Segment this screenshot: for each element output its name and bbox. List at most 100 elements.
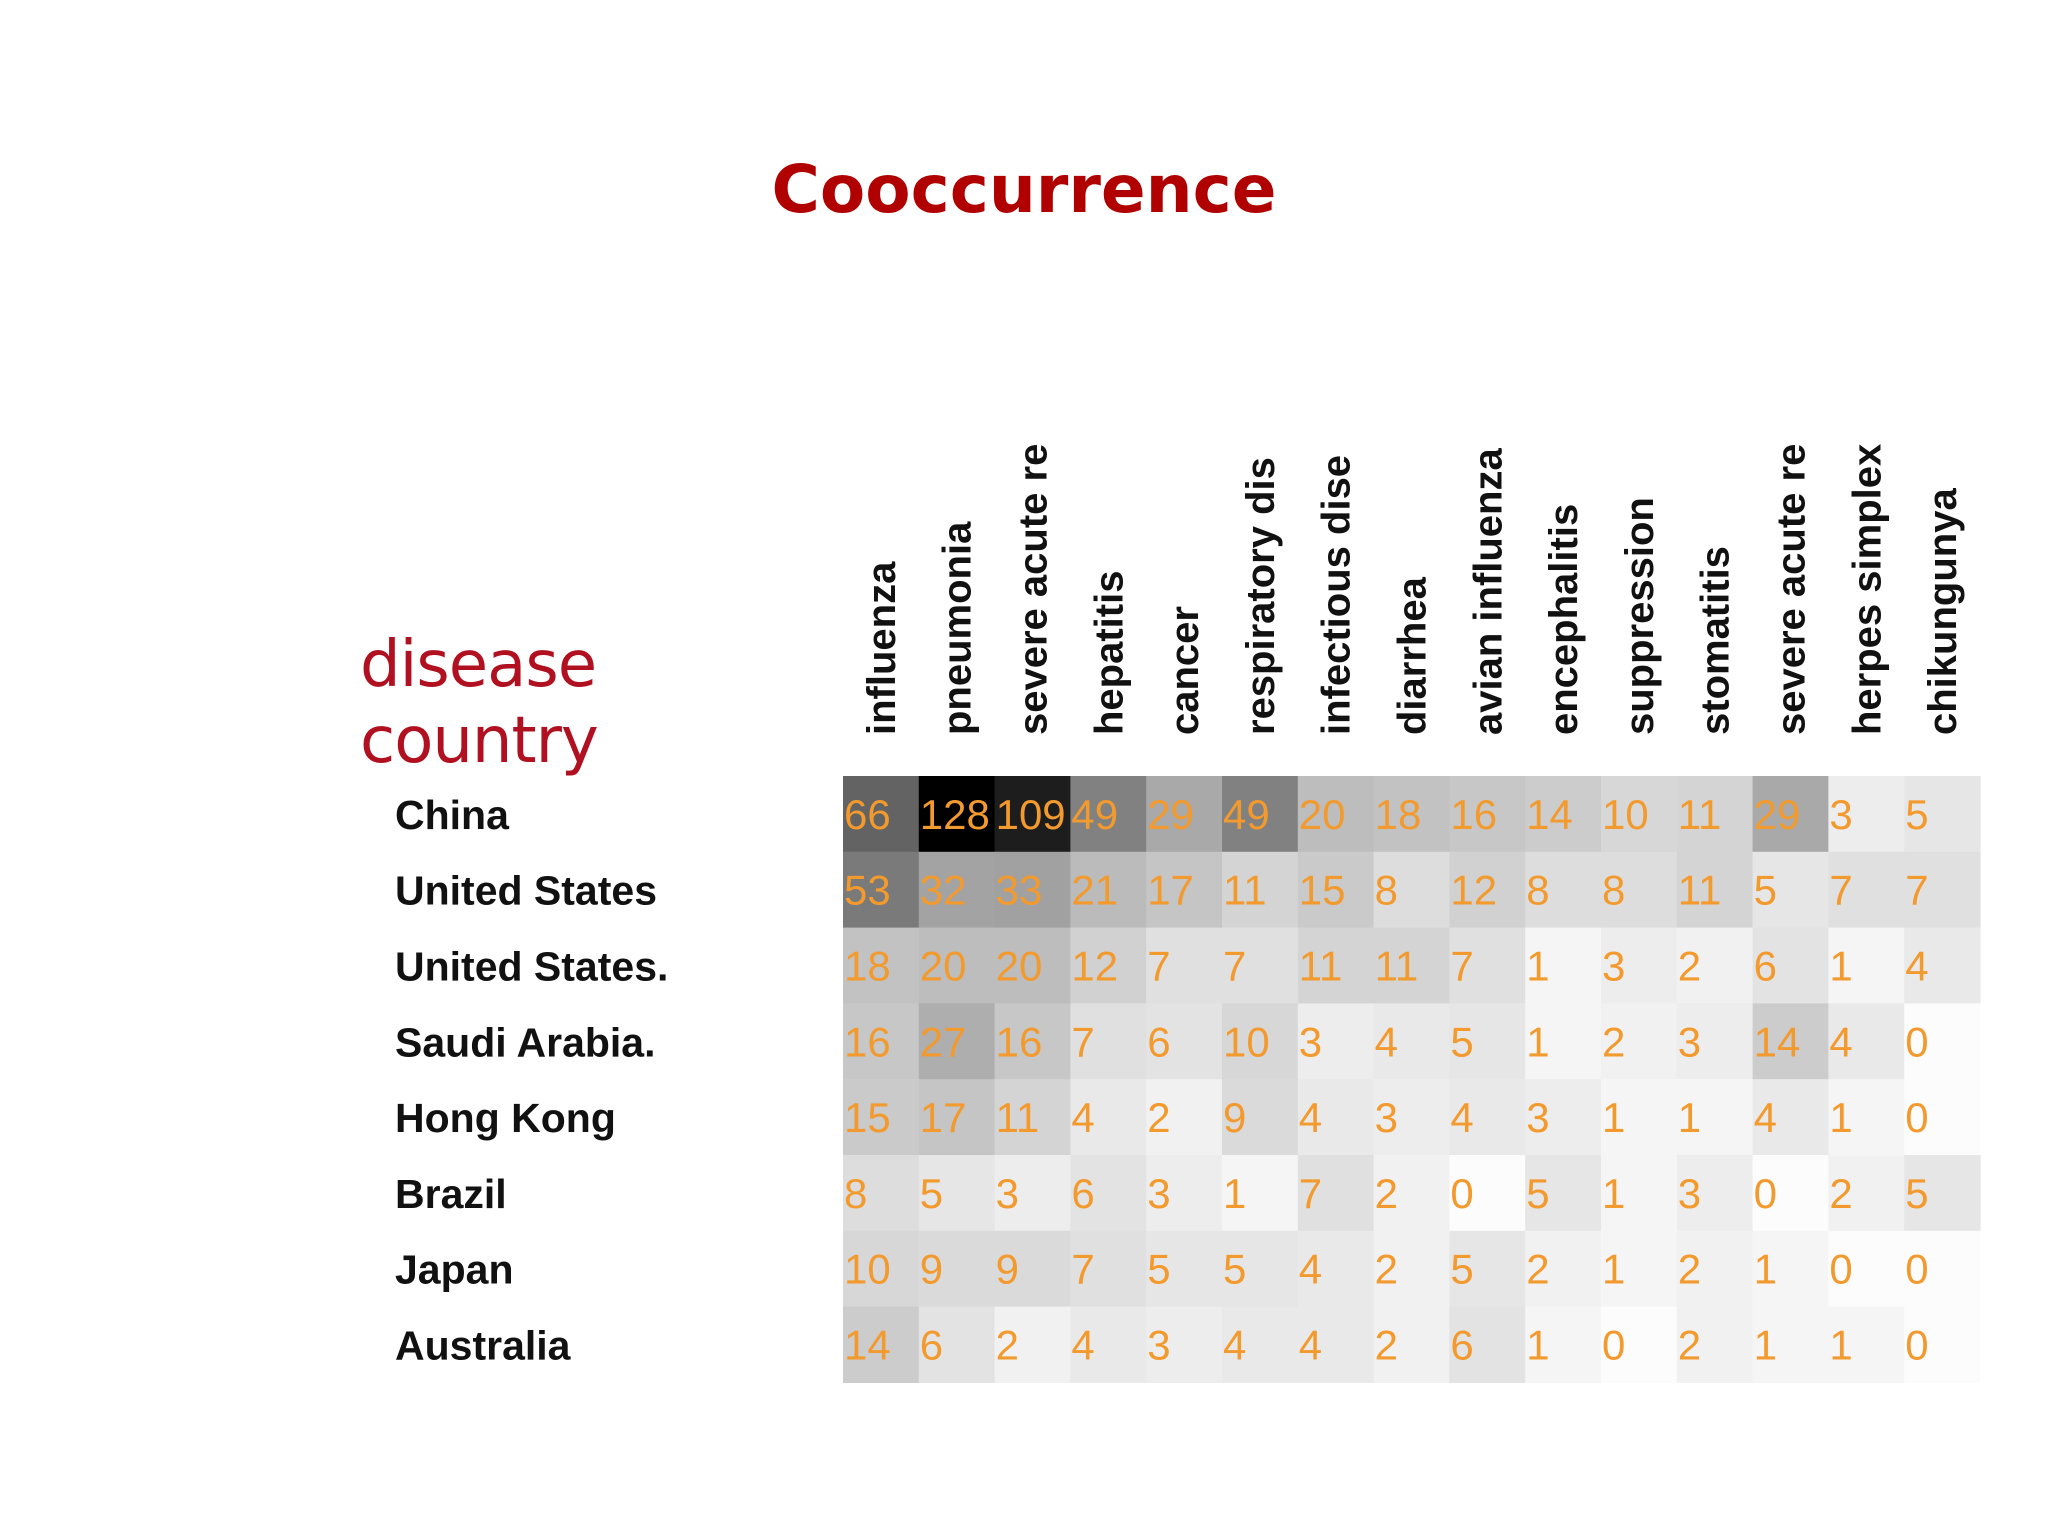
heatmap-cell [1070,1230,1147,1308]
heatmap-cell [1373,851,1450,929]
cell-value: 1 [1754,1246,1777,1293]
heatmap-cell [1601,927,1678,1004]
heatmap-cell [1373,1155,1450,1232]
heatmap-cell [1752,1230,1829,1308]
heatmap-cell [1904,776,1981,853]
cell-value: 8 [1602,867,1625,914]
heatmap-cell [1373,1230,1450,1308]
cell-value: 3 [1526,1094,1549,1141]
cell-value: 1 [1526,943,1549,990]
cell-value: 15 [844,1094,891,1141]
cell-value: 29 [1754,791,1801,838]
heatmap-cell [1449,776,1526,853]
cell-value: 17 [920,1094,967,1141]
heatmap-cell [1222,1155,1299,1232]
cell-value: 7 [1147,943,1170,990]
cell-value: 4 [1071,1094,1094,1141]
cell-value: 5 [1905,791,1928,838]
cell-value: 11 [1678,867,1722,914]
heatmap-cell [1222,1306,1299,1383]
heatmap-cell [1070,1155,1147,1232]
cell-value: 11 [1678,791,1722,838]
cell-value: 3 [996,1170,1019,1217]
cell-value: 1 [1829,1322,1852,1369]
cell-value: 9 [920,1246,943,1293]
heatmap-cell [1752,1306,1829,1383]
heatmap-cell [1752,1155,1829,1232]
cell-value: 6 [920,1322,943,1369]
row-label: Saudi Arabia. [395,1019,656,1065]
cell-value: 1 [1223,1170,1246,1217]
cell-value: 7 [1071,1246,1094,1293]
cell-value: 1 [1829,943,1852,990]
heatmap-cell [1828,1230,1905,1308]
cell-value: 0 [1754,1170,1777,1217]
cell-value: 8 [844,1170,867,1217]
heatmap-cell [918,1306,996,1383]
heatmap-cell [843,851,920,929]
cell-value: 33 [996,867,1043,914]
column-label: cancer [1163,606,1207,735]
heatmap-cell [1297,851,1375,929]
cell-value: 3 [1678,1018,1701,1065]
heatmap-cell [1222,1003,1299,1080]
cell-value: 8 [1526,867,1549,914]
heatmap-cell [843,1230,920,1308]
heatmap-cell [918,776,996,853]
row-label: Japan [395,1247,514,1293]
heatmap-values: 66 128 109 49 29 49 20 18 16 14 10 11 29 3 553 32 33 21 17… [844,791,1929,1369]
cell-value: 9 [1223,1094,1246,1141]
heatmap-cell [918,1230,996,1308]
cell-value: 3 [1678,1170,1701,1217]
heatmap-cell [1222,1230,1299,1308]
cell-value: 6 [1450,1322,1473,1369]
heatmap-cell [1828,851,1905,929]
cell-value: 1 [1602,1094,1625,1141]
column-label: respiratory dis [1239,457,1283,735]
heatmap-cell [1449,1079,1526,1156]
heatmap-cell [918,1155,996,1232]
heatmap-cell [1828,1003,1905,1080]
heatmap-cell [994,1230,1071,1308]
heatmap-cell [1676,1230,1754,1308]
heatmap-cell [1904,1003,1981,1080]
heatmap-cell [1297,1003,1375,1080]
heatmap-cell [1449,1003,1526,1080]
cell-value: 5 [1450,1246,1473,1293]
cell-value: 5 [920,1170,943,1217]
cell-value: 0 [1602,1322,1625,1369]
cell-value: 14 [844,1322,891,1369]
heatmap-cell [1146,1079,1223,1156]
cell-value: 5 [1905,1170,1928,1217]
row-label: Australia [395,1323,572,1369]
cell-value: 49 [1223,791,1270,838]
cell-value: 11 [1299,943,1343,990]
heatmap-cell [1222,1079,1299,1156]
heatmap-cell [1601,1306,1678,1383]
heatmap-cell [1676,1079,1754,1156]
cell-value: 29 [1147,791,1194,838]
heatmap-cell [1297,1306,1375,1383]
heatmap-cell [1297,1155,1375,1232]
cell-value: 4 [1754,1094,1777,1141]
cell-value: 2 [1526,1246,1549,1293]
heatmap-cell [918,927,996,1004]
heatmap-cell [843,1079,920,1156]
column-label: avian influenza [1466,448,1510,735]
cell-value: 12 [1071,943,1118,990]
cell-value: 0 [1450,1170,1473,1217]
cell-value: 2 [1678,943,1701,990]
cell-value: 0 [1905,1094,1928,1141]
cell-value: 20 [920,943,967,990]
heatmap-cell [1525,851,1602,929]
heatmap-cell [994,1003,1071,1080]
heatmap-cell [1449,851,1526,929]
cell-value: 4 [1223,1322,1246,1369]
cell-value: 16 [996,1018,1043,1065]
heatmap-cell [1222,927,1299,1004]
cell-value: 2 [1147,1094,1170,1141]
heatmap-cell [994,1306,1071,1383]
row-label: Hong Kong [395,1095,616,1141]
row-labels: China United States United States. Saudi Ar… [395,792,668,1369]
